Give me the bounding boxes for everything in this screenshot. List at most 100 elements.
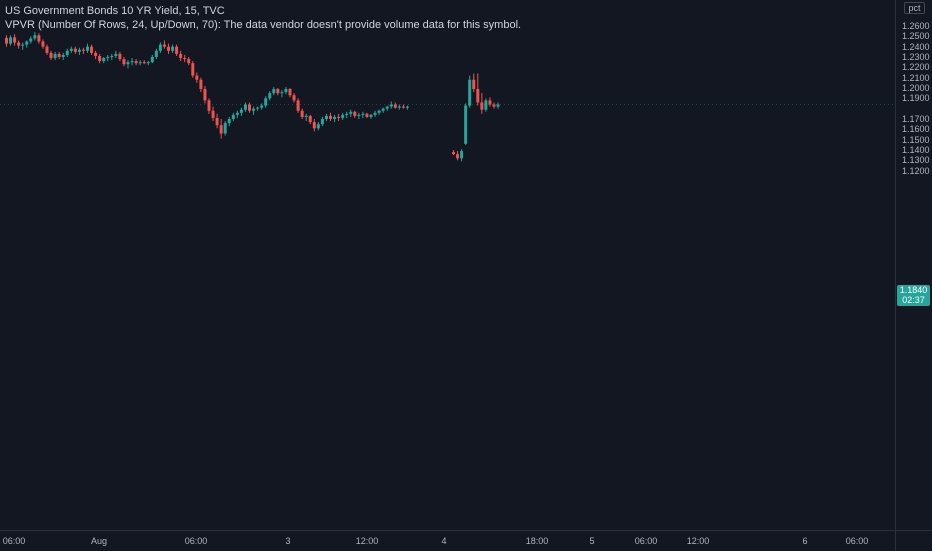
- time-tick-label: 4: [441, 536, 447, 546]
- candle: [102, 56, 106, 64]
- candle: [41, 39, 45, 49]
- candle-body: [385, 106, 389, 109]
- candle-body: [195, 75, 199, 80]
- candle: [29, 36, 33, 44]
- candle: [86, 43, 89, 53]
- candle: [460, 148, 464, 162]
- candle: [13, 34, 17, 46]
- candle: [223, 121, 227, 136]
- candle-body: [138, 62, 142, 64]
- candle: [106, 54, 110, 62]
- candle: [381, 107, 385, 113]
- candle: [496, 102, 500, 109]
- candle-body: [122, 59, 126, 65]
- candle: [187, 56, 191, 66]
- candle-body: [231, 114, 235, 119]
- candle: [191, 61, 195, 78]
- candle: [179, 50, 183, 62]
- axis-corner: [895, 530, 932, 551]
- candle: [110, 53, 114, 61]
- candle-body: [264, 98, 268, 106]
- candle: [167, 43, 170, 54]
- candle: [296, 98, 300, 113]
- time-tick-label: 06:00: [634, 536, 658, 546]
- candle: [345, 111, 349, 118]
- candle: [150, 54, 154, 64]
- candle: [49, 50, 53, 61]
- candle-body: [496, 104, 500, 107]
- candle-body: [110, 55, 114, 57]
- candle-body: [492, 104, 496, 107]
- time-tick-label: 06:00: [2, 536, 26, 546]
- price-tick-label: 1.2000: [902, 82, 930, 93]
- price-tick-label: 1.1600: [902, 124, 930, 135]
- candle-body: [484, 100, 488, 110]
- candle: [357, 112, 361, 119]
- candle: [90, 44, 94, 55]
- time-tick-label: 5: [589, 536, 595, 546]
- candle: [114, 50, 118, 59]
- candle: [484, 98, 488, 112]
- candle-body: [480, 102, 484, 110]
- candle: [288, 87, 292, 98]
- candle: [373, 110, 377, 117]
- candle-body: [98, 55, 102, 62]
- candle: [215, 113, 219, 129]
- candle: [231, 112, 235, 122]
- candle-body: [21, 44, 25, 46]
- price-axis[interactable]: pct 1.2600 1.2500 1.2400 1.2300 1.2200 1.2100…: [895, 0, 932, 530]
- candle: [138, 60, 142, 66]
- chart-area[interactable]: US Government Bonds 10 YR Yield, 15, TVC…: [0, 0, 895, 530]
- candle: [260, 103, 264, 110]
- candle-body: [179, 53, 183, 59]
- candle-body: [324, 115, 328, 119]
- candle-body: [199, 79, 203, 90]
- candle-body: [369, 114, 373, 117]
- time-tick-label: Aug: [90, 536, 108, 546]
- time-tick-label: 06:00: [184, 536, 208, 546]
- candle: [256, 106, 260, 111]
- candle: [337, 113, 341, 122]
- candle: [361, 111, 365, 118]
- candle-body: [365, 113, 369, 117]
- candle-body: [345, 113, 349, 115]
- candle-body: [29, 38, 33, 42]
- candle: [464, 103, 468, 145]
- candle-body: [33, 35, 37, 39]
- candle-body: [243, 104, 247, 110]
- candle-body: [357, 114, 361, 116]
- price-tick-label: 1.1900: [902, 93, 930, 104]
- candle-body: [397, 106, 401, 108]
- candle-body: [284, 89, 288, 93]
- candle-body: [296, 100, 300, 111]
- candle: [324, 113, 328, 122]
- time-tick-label: 3: [285, 536, 291, 546]
- candle-body: [81, 49, 85, 51]
- candle: [488, 97, 492, 107]
- time-axis[interactable]: 06:00 Aug 06:00 3 12:00 4 18:00 5 06:00 12:00 6 06:…: [0, 530, 895, 551]
- candle-body: [183, 58, 187, 60]
- price-unit-label[interactable]: pct: [896, 2, 932, 14]
- candle-body: [219, 125, 223, 134]
- candlestick-plot[interactable]: [0, 0, 895, 530]
- candle-body: [320, 118, 324, 125]
- candle: [284, 86, 288, 95]
- candle-body: [393, 104, 397, 108]
- candle: [341, 112, 345, 121]
- candle: [405, 105, 409, 110]
- candle-body: [37, 35, 41, 42]
- indicator-legend[interactable]: VPVR (Number Of Rows, 24, Up/Down, 70): …: [5, 19, 522, 31]
- symbol-title[interactable]: US Government Bonds 10 YR Yield, 15, TVC: [5, 5, 225, 17]
- candle: [171, 44, 175, 53]
- candle: [239, 107, 243, 116]
- candle-body: [239, 109, 243, 113]
- candle: [276, 87, 280, 96]
- candle-body: [452, 152, 455, 155]
- candle-body: [276, 89, 280, 94]
- candle-body: [118, 53, 122, 60]
- candle-body: [223, 123, 227, 134]
- candle: [316, 122, 320, 131]
- candle-body: [61, 54, 65, 57]
- candle-body: [361, 113, 365, 115]
- time-tick-label: 6: [802, 536, 808, 546]
